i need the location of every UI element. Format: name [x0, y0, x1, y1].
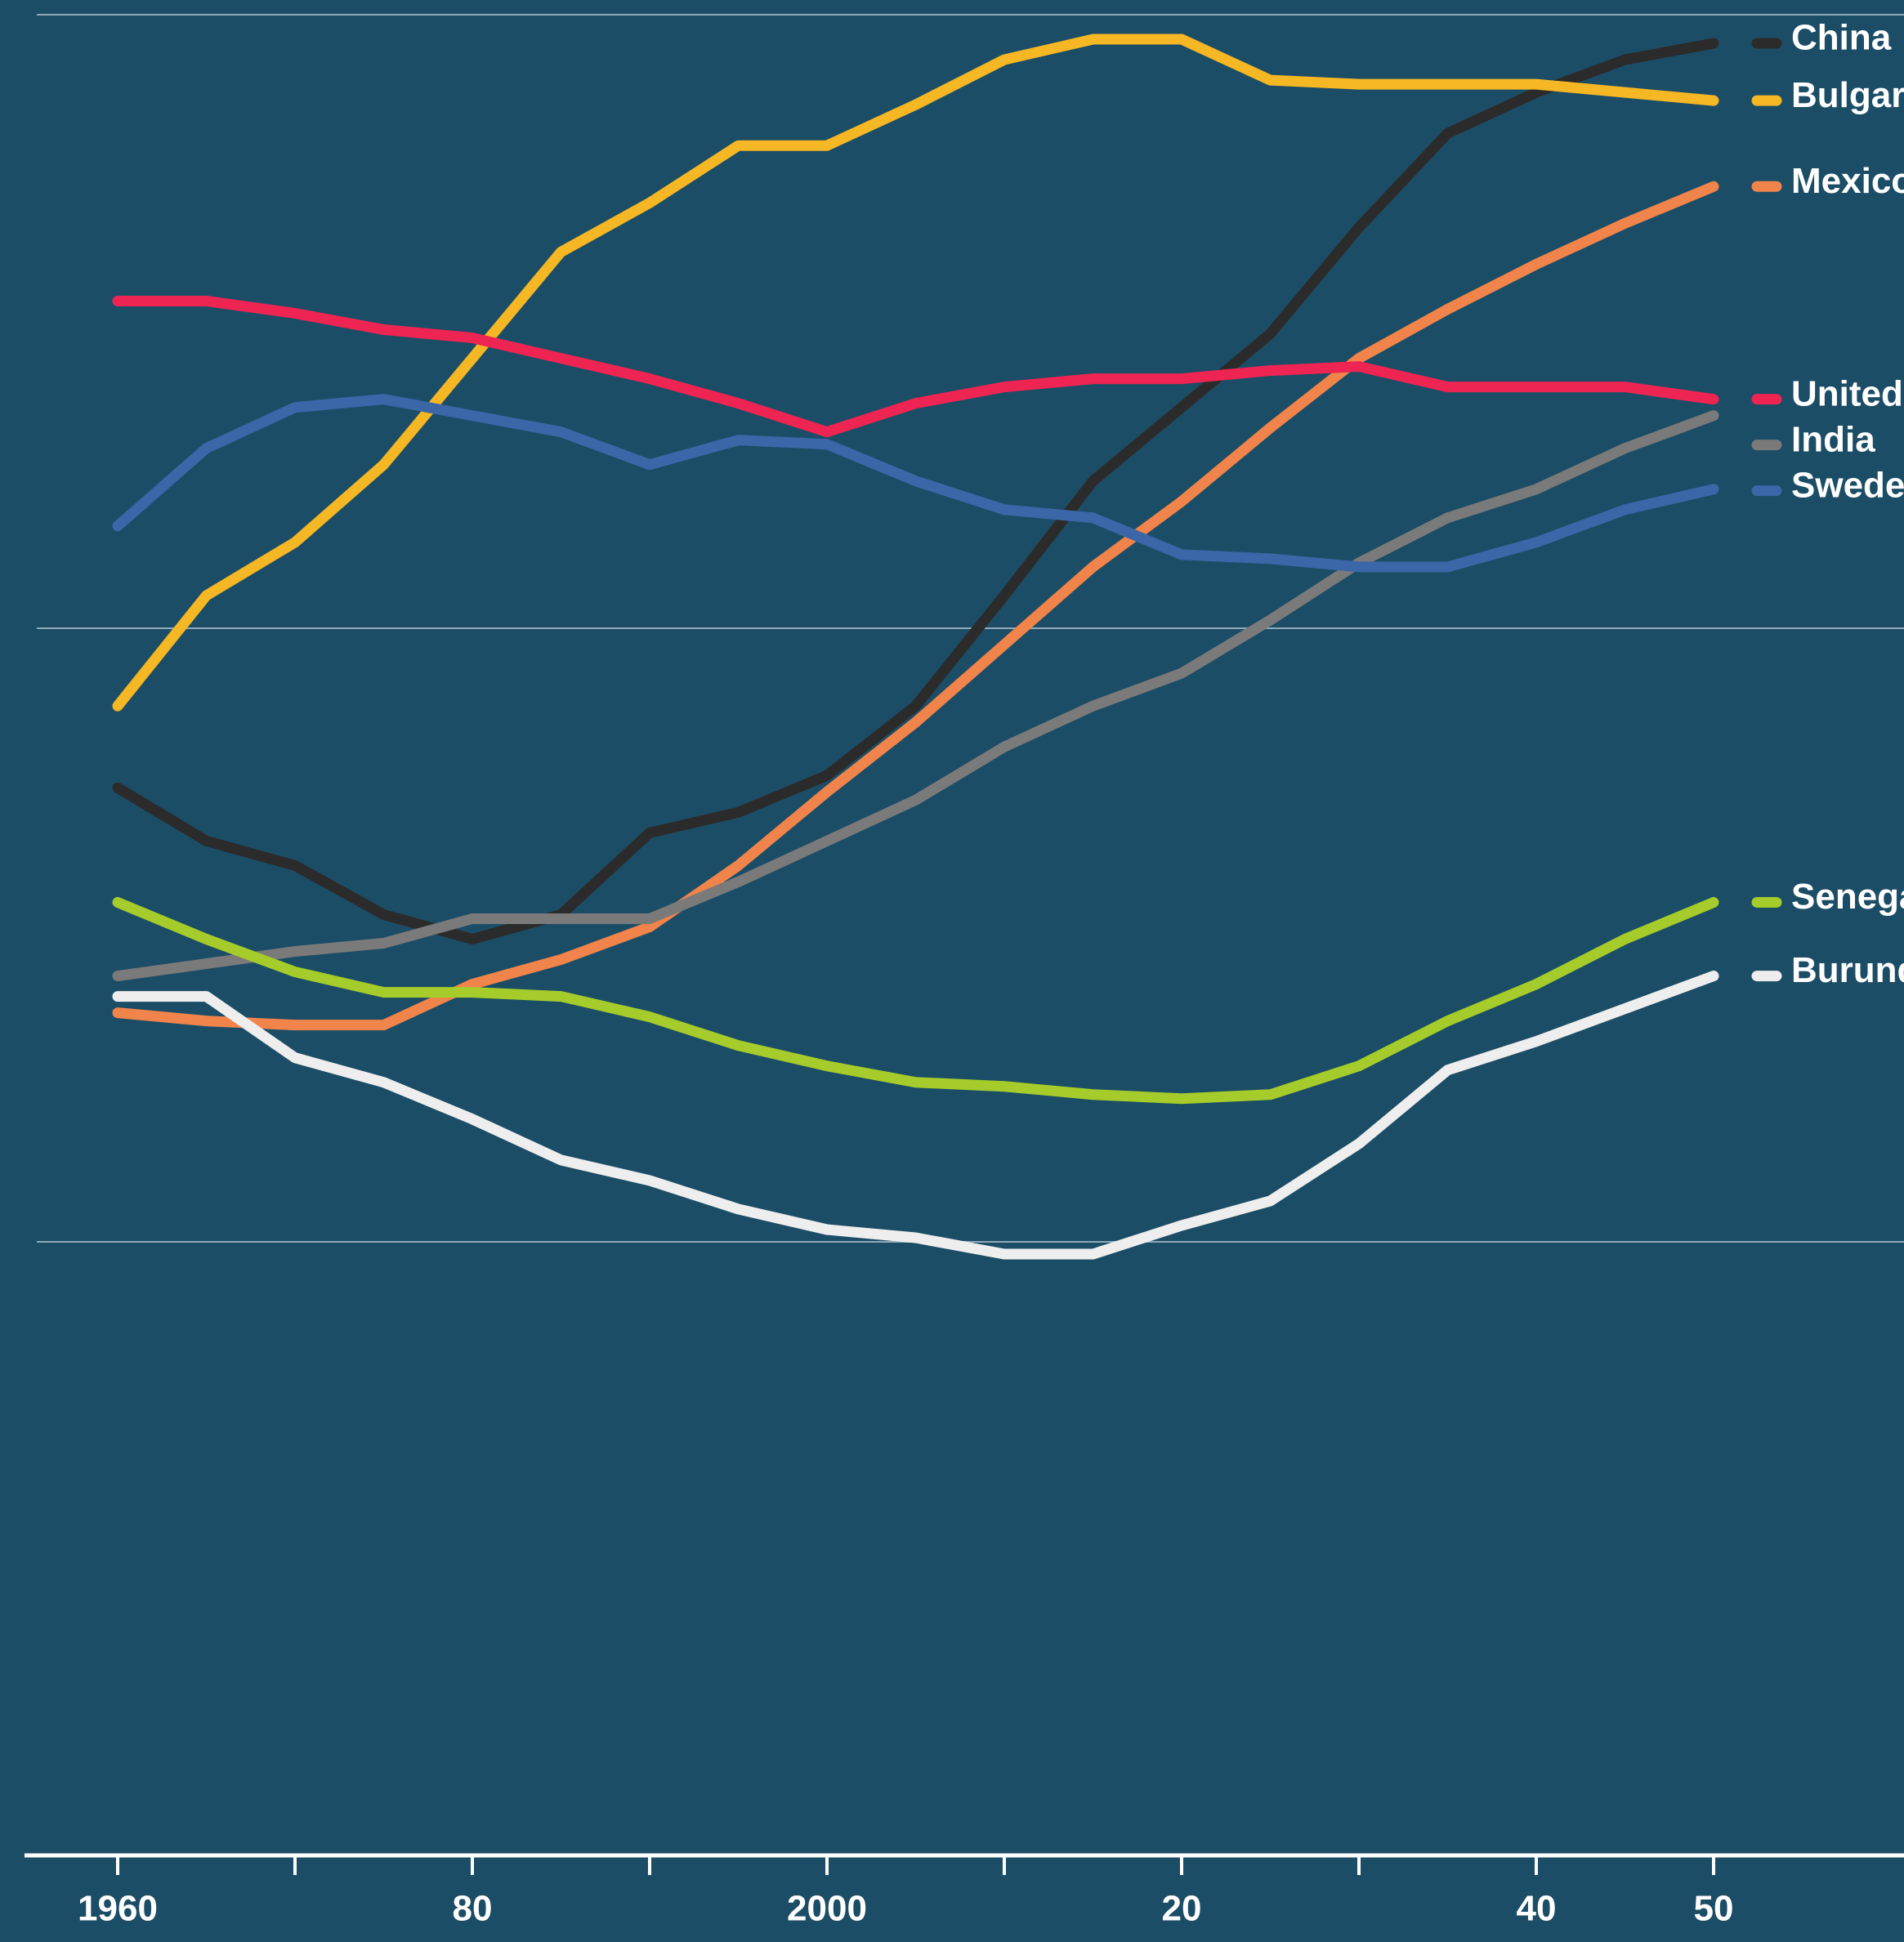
- series-line: [112, 181, 1719, 1031]
- series-line: [112, 38, 1719, 945]
- legend-label: Sweden: [1791, 465, 1904, 505]
- series-line: [112, 410, 1719, 982]
- legend-label: Bulgaria: [1791, 75, 1904, 115]
- series-line: [112, 394, 1719, 573]
- legend-label: China: [1791, 18, 1892, 58]
- x-tick-label: 1960: [78, 1889, 158, 1929]
- x-tick-label: 20: [1162, 1889, 1202, 1929]
- x-tick-label: 50: [1694, 1889, 1734, 1929]
- legend-label: United States: [1791, 373, 1904, 413]
- x-tick-label: 80: [453, 1889, 493, 1929]
- series-line: [112, 971, 1719, 1260]
- legend-label: Mexico: [1791, 161, 1904, 201]
- x-tick-label: 40: [1517, 1889, 1557, 1929]
- series-line: [112, 295, 1719, 438]
- series-line: [112, 896, 1719, 1105]
- legend-label: Burundi: [1791, 950, 1904, 990]
- series-line: [112, 33, 1719, 712]
- x-tick-label: 2000: [787, 1889, 867, 1929]
- legend-label: India: [1791, 419, 1875, 459]
- legend-label: Senegal: [1791, 877, 1904, 917]
